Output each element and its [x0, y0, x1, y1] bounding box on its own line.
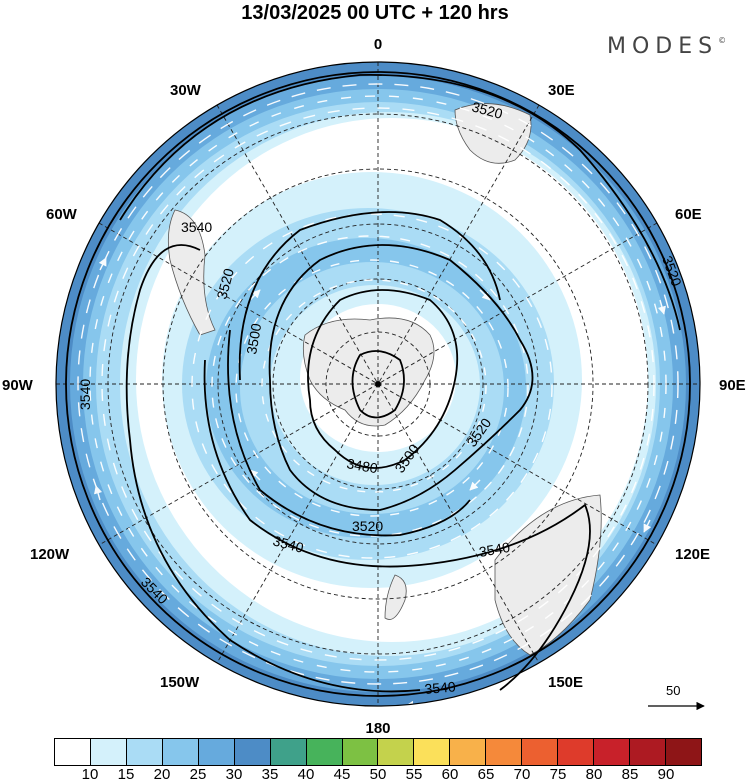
map-boundary — [55, 61, 701, 707]
contour-3500 — [307, 289, 459, 469]
colorbar-tick-label: 40 — [297, 766, 315, 783]
lon-label-30e: 30E — [548, 82, 575, 99]
contour-label-3500-west: 3500 — [243, 322, 264, 356]
colorbar-swatch — [522, 739, 559, 765]
brand-mark: © — [718, 36, 727, 45]
colorbar-tick-label: 25 — [189, 766, 207, 783]
new-zealand-outline — [384, 574, 407, 620]
colorbar-swatch — [162, 739, 199, 765]
colorbar-swatch — [90, 739, 127, 765]
colorbar-swatch — [234, 739, 271, 765]
contour-3520-inner — [268, 244, 534, 511]
colorbar-swatch — [665, 739, 701, 765]
colorbar-tick-label: 10 — [81, 766, 99, 783]
contour-label-3520-west: 3520 — [213, 266, 237, 300]
colorbar-swatch — [378, 739, 415, 765]
lon-label-120e: 120E — [675, 546, 710, 563]
contour-3540-west — [125, 244, 421, 693]
lon-label-30w: 30W — [170, 82, 202, 99]
colorbar-swatch — [306, 739, 343, 765]
colorbar-swatch — [270, 739, 307, 765]
colorbar-tick-label: 65 — [477, 766, 495, 783]
lon-label-90w: 90W — [2, 377, 34, 394]
contour-3540-inner — [203, 359, 591, 691]
wind-streamlines — [77, 54, 679, 710]
colorbar-tick-label: 90 — [657, 766, 675, 783]
contour-label-3480: 3480 — [345, 455, 379, 476]
longitude-labels: 0 180 90W 90E 30W 30E 60W 60E 120W 120E … — [2, 36, 746, 737]
brand-text: MODES — [607, 34, 719, 59]
contour-label-3520-south: 3520 — [352, 518, 383, 534]
contour-3540-outer — [65, 71, 691, 697]
colorbar-swatch — [450, 739, 487, 765]
modes-logo: MODES© — [607, 34, 726, 59]
contour-3520-outer — [119, 74, 681, 331]
colorbar-swatch — [55, 739, 91, 765]
africa-outline — [454, 103, 532, 164]
south-pole-marker — [375, 381, 381, 387]
contour-label-3540-bottom: 3540 — [424, 678, 457, 697]
colorbar-swatch — [342, 739, 379, 765]
colorbar-tick-label: 15 — [117, 766, 135, 783]
colorbar-tick-label: 60 — [441, 766, 459, 783]
lon-label-150w: 150W — [160, 674, 200, 691]
colorbar-tick-label: 80 — [585, 766, 603, 783]
colorbar-swatch — [558, 739, 595, 765]
lon-label-60e: 60E — [675, 206, 702, 223]
map-title: 13/03/2025 00 UTC + 120 hrs — [241, 2, 509, 24]
reference-vector-label: 50 — [666, 683, 681, 698]
colorbar-tick-label: 70 — [513, 766, 531, 783]
height-contours — [65, 71, 691, 697]
lon-label-120w: 120W — [30, 546, 70, 563]
colorbar-tick-label: 45 — [333, 766, 351, 783]
colorbar-swatch — [198, 739, 235, 765]
colorbar-tick-label: 75 — [549, 766, 567, 783]
contour-3480 — [351, 350, 405, 419]
lon-label-0: 0 — [374, 36, 382, 53]
colorbar-tick-label: 35 — [261, 766, 279, 783]
australia-outline — [494, 494, 602, 656]
colorbar-tick-label: 85 — [621, 766, 639, 783]
colorbar-swatch — [126, 739, 163, 765]
colorbar — [54, 738, 702, 766]
contour-3520-mid — [227, 211, 501, 537]
colorbar-swatch — [594, 739, 630, 765]
colorbar-tick-label: 30 — [225, 766, 243, 783]
lon-label-180: 180 — [365, 720, 390, 737]
contour-label-3520-top: 3520 — [470, 98, 504, 122]
contour-label-3540-far-west: 3540 — [77, 379, 93, 410]
lon-label-60w: 60W — [46, 206, 78, 223]
colorbar-tick-label: 55 — [405, 766, 423, 783]
lon-label-150e: 150E — [548, 674, 583, 691]
contour-label-3540-sw: 3540 — [271, 532, 305, 556]
colorbar-swatch — [414, 739, 451, 765]
contour-label-3540-se: 3540 — [478, 539, 512, 560]
lon-label-90e: 90E — [719, 377, 746, 394]
colorbar-swatch — [486, 739, 523, 765]
colorbar-tick-label: 50 — [369, 766, 387, 783]
contour-label-3540-sa: 3540 — [181, 219, 212, 235]
colorbar-swatch — [630, 739, 666, 765]
colorbar-tick-label: 20 — [153, 766, 171, 783]
